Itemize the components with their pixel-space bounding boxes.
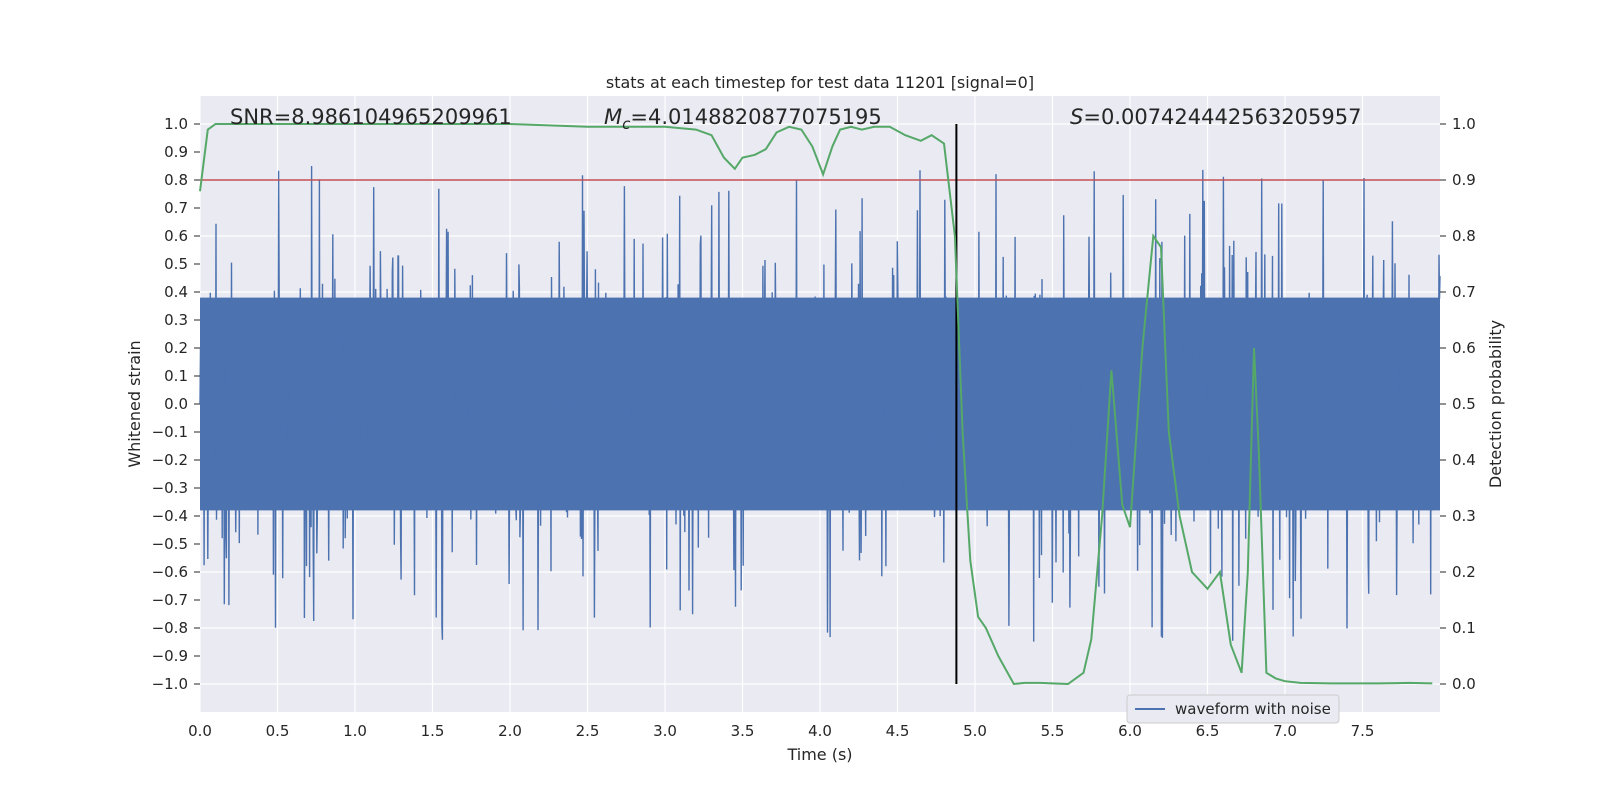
x-tick-label: 5.5	[1041, 722, 1065, 740]
x-tick-label: 5.0	[963, 722, 987, 740]
x-axis-label: Time (s)	[786, 745, 852, 764]
x-ticks: 0.0 0.5 1.0 1.5 2.0 2.5 3.0 3.5 4.0 4.5 5.0 5.5 6.0 6…	[188, 722, 1374, 740]
x-tick-label: 7.0	[1273, 722, 1297, 740]
x-tick-label: 4.5	[886, 722, 910, 740]
y-tick-label: −0.4	[152, 507, 188, 525]
s-value: =0.007424442563205957	[1083, 105, 1361, 129]
y-tick-label: −0.3	[152, 479, 188, 497]
chirp-mass-annotation: Mc=4.0148820877075195	[604, 105, 882, 133]
x-tick-label: 2.0	[498, 722, 522, 740]
x-tick-label: 6.0	[1118, 722, 1142, 740]
y-tick-label: 0.2	[164, 339, 188, 357]
noise-series	[199, 165, 1441, 642]
chirp-mass-symbol: M	[604, 105, 622, 129]
y-tick-label: −0.6	[152, 563, 188, 581]
y-tick-label: 0.4	[164, 283, 188, 301]
y-tick-label: −0.7	[152, 591, 188, 609]
x-tick-label: 1.5	[421, 722, 445, 740]
y-tick-label: 0.5	[164, 255, 188, 273]
y-tick-label: 0.7	[164, 199, 188, 217]
x-tick-label: 2.5	[576, 722, 600, 740]
y-tick-label: −0.5	[152, 535, 188, 553]
y2-tick-label: 0.5	[1452, 395, 1476, 413]
y-tick-label: 0.9	[164, 143, 188, 161]
x-tick-label: 1.0	[343, 722, 367, 740]
y-tick-label: −0.2	[152, 451, 188, 469]
probability-series	[199, 123, 1433, 686]
y2-tick-label: 0.6	[1452, 339, 1476, 357]
legend-box	[1126, 694, 1340, 724]
chirp-mass-value: =4.0148820877075195	[630, 105, 881, 129]
x-tick-label: 6.5	[1196, 722, 1220, 740]
y-axis-label: Whitened strain	[125, 340, 144, 467]
y2-tick-label: 0.8	[1452, 227, 1476, 245]
y-tick-label: 0.0	[164, 395, 188, 413]
y-tick-label: −1.0	[152, 675, 188, 693]
y-tick-label: 0.8	[164, 171, 188, 189]
s-annotation: S=0.007424442563205957	[1070, 105, 1361, 129]
x-tick-label: 0.0	[188, 722, 212, 740]
y-tick-label: 0.3	[164, 311, 188, 329]
legend-label: waveform with noise	[1175, 700, 1331, 718]
chirp-mass-subscript: c	[622, 115, 631, 133]
y-tick-label: −0.1	[152, 423, 188, 441]
y-tick-label: −0.9	[152, 647, 188, 665]
y2-tick-label: 0.9	[1452, 171, 1476, 189]
y2-tick-label: 1.0	[1452, 115, 1476, 133]
y2-axis-label: Detection probability	[1486, 320, 1505, 488]
y-tick-label: 0.1	[164, 367, 188, 385]
y-tick-label: 1.0	[164, 115, 188, 133]
noise-line	[199, 165, 1441, 642]
s-symbol: S	[1070, 105, 1083, 129]
y-tick-label: 0.6	[164, 227, 188, 245]
x-tick-label: 0.5	[266, 722, 290, 740]
x-tick-label: 3.0	[653, 722, 677, 740]
y2-tick-label: 0.0	[1452, 675, 1476, 693]
y2-tick-label: 0.7	[1452, 283, 1476, 301]
y2-tick-label: 0.4	[1452, 451, 1476, 469]
y2-tick-label: 0.3	[1452, 507, 1476, 525]
snr-annotation: SNR=8.986104965209961	[230, 105, 512, 129]
x-tick-label: 4.0	[808, 722, 832, 740]
chart-title: stats at each timestep for test data 112…	[606, 73, 1034, 92]
legend: waveform with noise	[1126, 694, 1340, 724]
y-ticks: 1.0 0.9 0.8 0.7 0.6 0.5 0.4 0.3 0.2 0.1 0.0 −0.1 −0.…	[152, 115, 200, 693]
x-tick-label: 7.5	[1351, 722, 1375, 740]
y-tick-label: −0.8	[152, 619, 188, 637]
x-tick-label: 3.5	[731, 722, 755, 740]
y2-ticks: 1.0 0.9 0.8 0.7 0.6 0.5 0.4 0.3 0.2 0.1 0.0	[1440, 115, 1476, 693]
y2-tick-label: 0.1	[1452, 619, 1476, 637]
y2-tick-label: 0.2	[1452, 563, 1476, 581]
